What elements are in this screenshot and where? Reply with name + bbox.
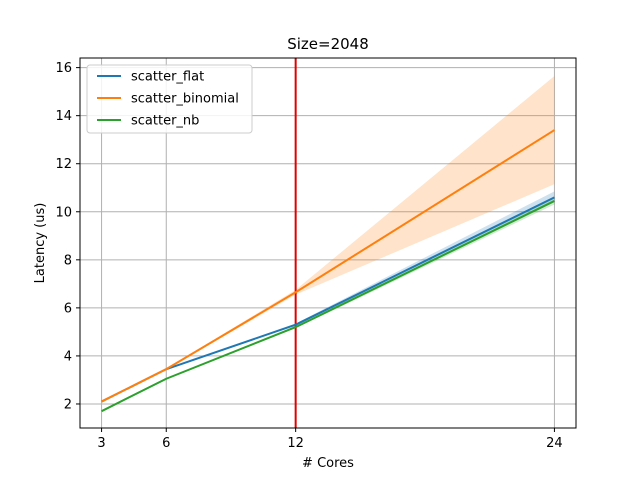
y-axis-label: Latency (us) xyxy=(33,203,48,284)
y-tick-label: 12 xyxy=(55,157,72,172)
y-tick-label: 2 xyxy=(64,397,72,412)
y-axis-ticks: 2 4 6 8 10 12 14 16 xyxy=(55,61,80,412)
legend-label: scatter_nb xyxy=(131,114,199,129)
y-tick-label: 16 xyxy=(55,61,72,76)
legend-box xyxy=(86,64,253,134)
band-scatter-flat xyxy=(101,191,555,403)
x-tick-label: 3 xyxy=(97,436,105,451)
y-tick-label: 4 xyxy=(64,349,72,364)
chart-title: Size=2048 xyxy=(287,35,369,53)
x-axis-label: # Cores xyxy=(302,456,354,471)
line-scatter-nb xyxy=(101,200,555,413)
series-lines xyxy=(101,129,555,413)
x-axis-ticks: 3 6 12 24 xyxy=(97,428,563,451)
x-tick-label: 24 xyxy=(546,436,563,451)
legend-label: scatter_flat xyxy=(131,70,204,85)
y-tick-label: 8 xyxy=(64,253,72,268)
x-tick-label: 12 xyxy=(287,436,304,451)
legend-label: scatter_binomial xyxy=(131,92,239,107)
plot-frame xyxy=(79,57,577,429)
line-scatter-binomial xyxy=(101,129,555,403)
x-tick-label: 6 xyxy=(162,436,170,451)
y-tick-label: 10 xyxy=(55,205,72,220)
y-tick-label: 6 xyxy=(64,301,72,316)
y-tick-label: 14 xyxy=(55,109,72,124)
legend: scatter_flat scatter_binomial scatter_nb xyxy=(86,64,253,134)
